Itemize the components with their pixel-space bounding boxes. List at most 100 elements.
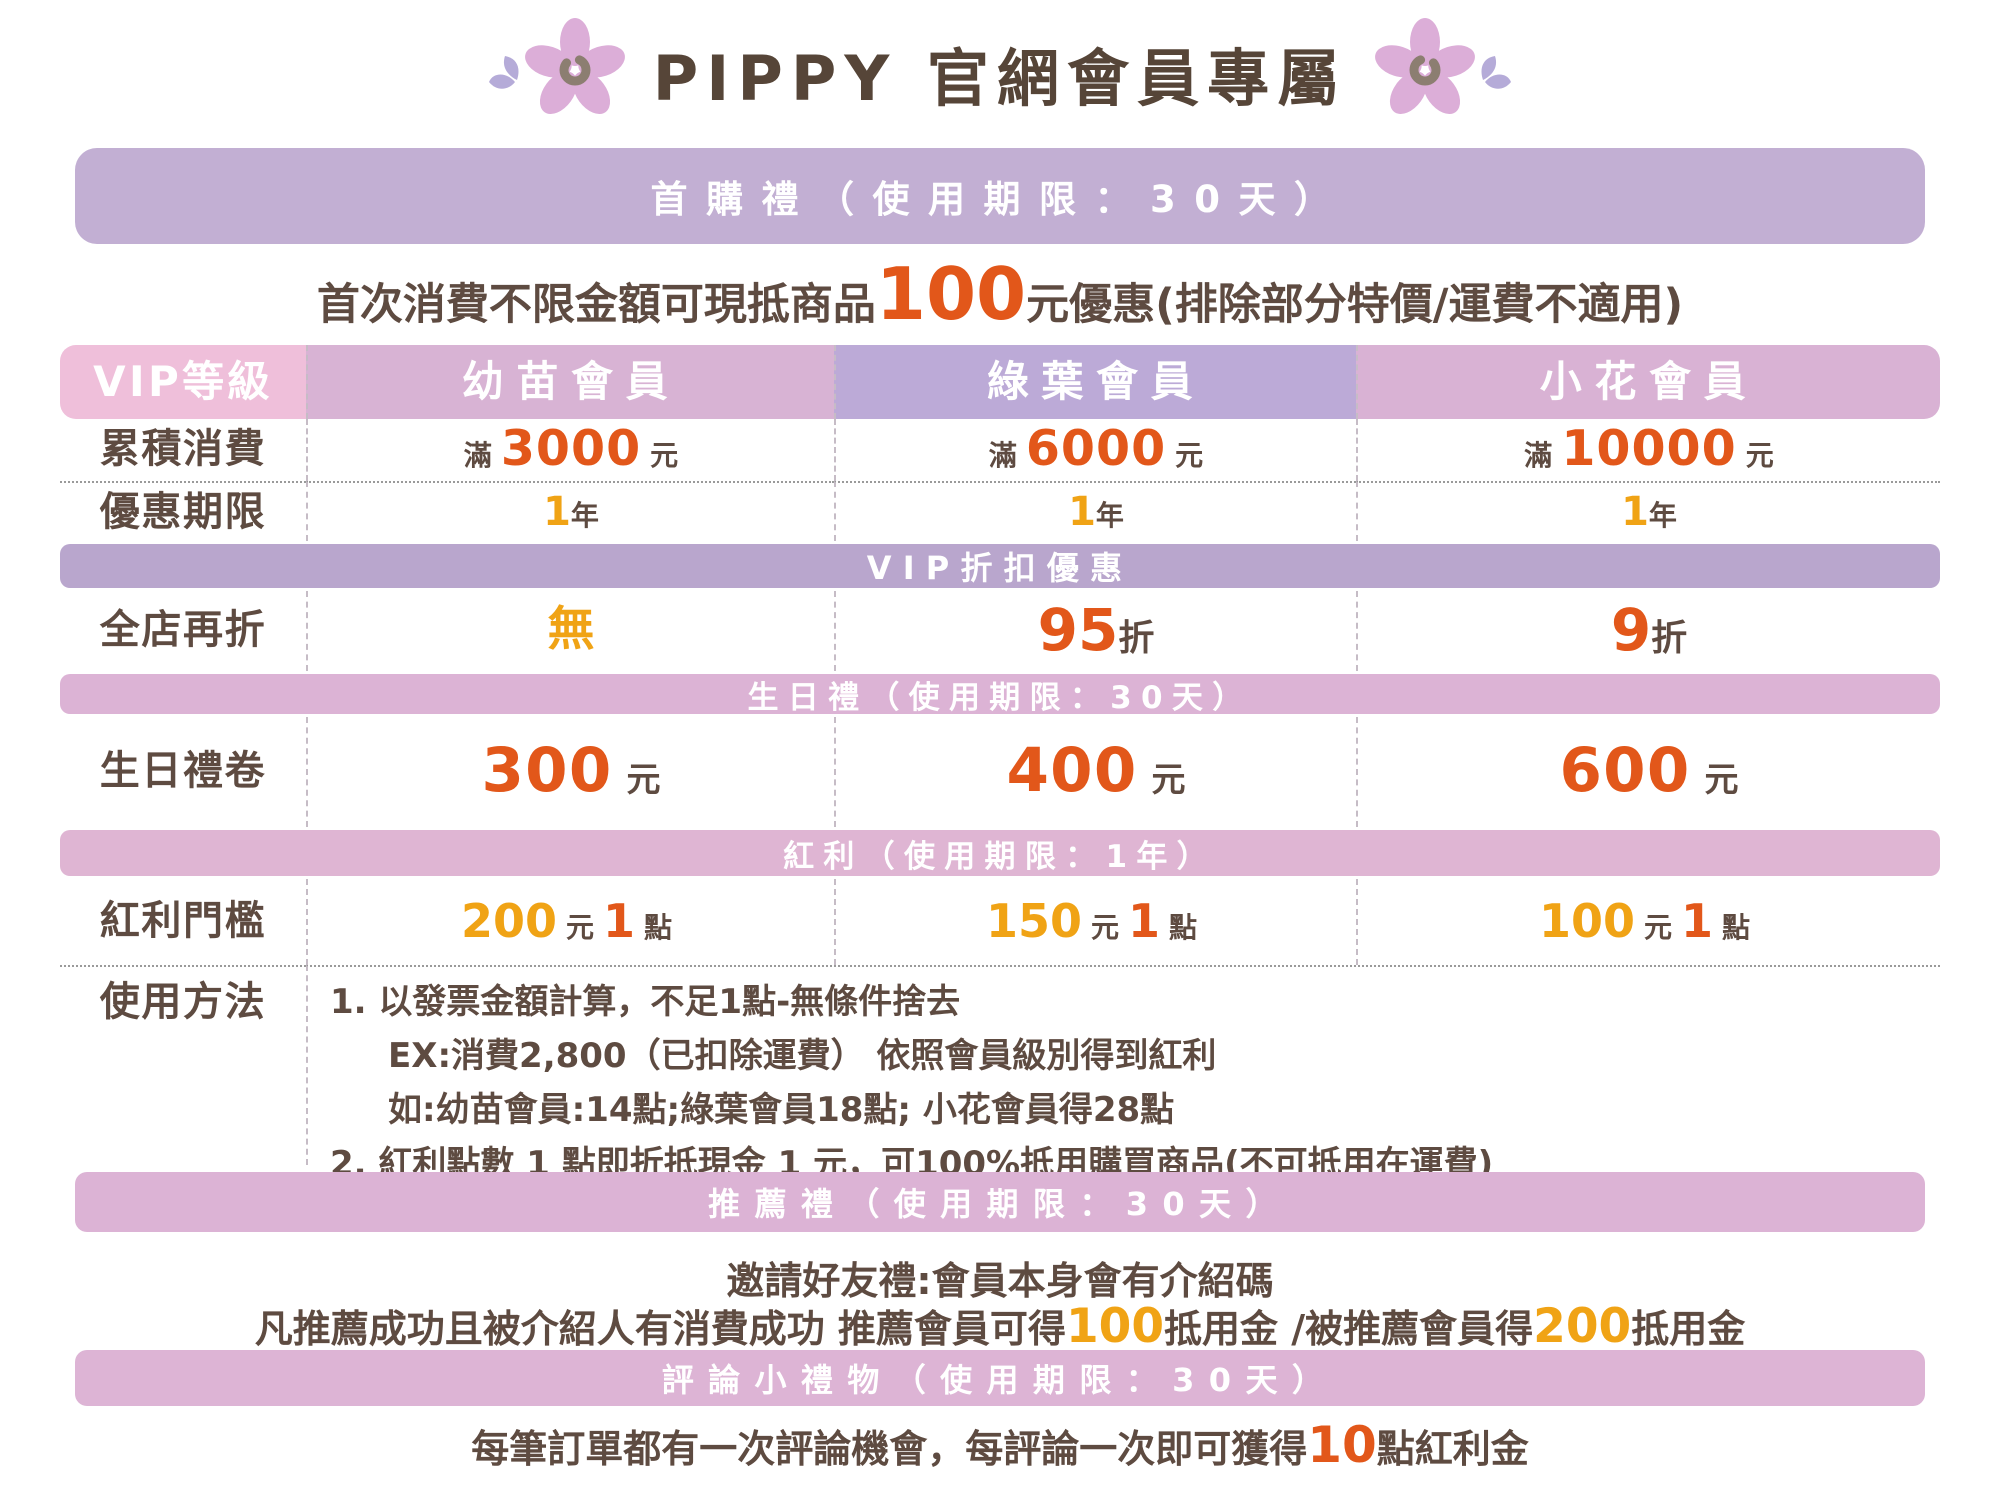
header-vip-level: VIP等級 [60, 345, 306, 419]
desc-post: 元優惠(排除部分特價/運費不適用) [1026, 280, 1684, 330]
review-gift-banner-label: 評論小禮物（使用期限：30天） [661, 1361, 1339, 1399]
accumulate-cell-seedling: 滿 3000 元 [306, 419, 834, 481]
value: 9 [1610, 596, 1652, 664]
accumulate-cell-green-leaf: 滿 6000 元 [834, 419, 1356, 481]
first-purchase-banner-label: 首購禮（使用期限：30天） [650, 178, 1350, 221]
unit: 元 [1175, 439, 1204, 472]
amount: 6000 [1025, 420, 1167, 477]
referral-detail-post: 抵用金 [1631, 1307, 1746, 1351]
value: 95 [1037, 596, 1119, 664]
title-row: PIPPY 官網會員專屬 [0, 18, 2000, 128]
birthday-gift-banner-label: 生日禮（使用期限：30天） [747, 679, 1253, 716]
row-label-usage-method: 使用方法 [60, 965, 306, 1031]
birthday-gift-banner: 生日禮（使用期限：30天） [60, 674, 1940, 716]
review-detail-text: 每筆訂單都有一次評論機會，每評論一次即可獲得10點紅利金 [0, 1416, 2000, 1474]
row-label-bonus-threshold: 紅利門檻 [99, 898, 267, 944]
flower-icon [488, 18, 625, 114]
birthday-cell-green-leaf: 400 元 [834, 717, 1356, 827]
header-little-flower-member: 小花會員 [1356, 345, 1940, 419]
unit: 年 [1095, 499, 1124, 532]
period-cell-seedling: 1年 [306, 481, 834, 541]
petals [524, 18, 625, 114]
review-amount: 10 [1307, 1416, 1377, 1474]
threshold-cell-seedling: 200 元 1 點 [306, 879, 834, 965]
bonus-banner: 紅利（使用期限：1年） [60, 830, 1940, 876]
amount: 3000 [500, 420, 642, 477]
prefix: 滿 [463, 439, 492, 472]
period-cell-green-leaf: 1年 [834, 481, 1356, 541]
points-unit: 點 [1169, 911, 1198, 944]
sprout-icon [488, 56, 519, 89]
review-detail-pre: 每筆訂單都有一次評論機會，每評論一次即可獲得 [471, 1427, 1308, 1471]
row-label-benefit-period: 優惠期限 [60, 481, 306, 541]
amount: 150 [985, 894, 1082, 948]
row-label-store-discount: 全店再折 [99, 607, 267, 653]
vip-discount-banner-label: VIP折扣優惠 [866, 549, 1134, 587]
amount-unit: 元 [1643, 911, 1672, 944]
usage-line-2: EX:消費2,800（已扣除運費） 依照會員級別得到紅利 [388, 1036, 1217, 1076]
first-purchase-banner: 首購禮（使用期限：30天） [75, 148, 1925, 244]
usage-method-content: 1. 以發票金額計算，不足1點-無條件捨去 EX:消費2,800（已扣除運費） … [306, 965, 1940, 1184]
header-green-leaf-member: 綠葉會員 [834, 345, 1356, 419]
header-seedling-member: 幼苗會員 [306, 345, 834, 419]
desc-amount: 100 [875, 252, 1027, 336]
petals [1375, 18, 1476, 114]
value: 1 [1068, 489, 1096, 535]
discount-cell-little-flower: 9折 [1356, 591, 1940, 671]
amount: 600 [1559, 735, 1691, 806]
referral-gift-banner: 推薦禮（使用期限：30天） [75, 1172, 1925, 1232]
unit: 元 [626, 760, 661, 800]
amount: 200 [460, 894, 557, 948]
referral-detail-mid: 抵用金 /被推薦會員得 [1164, 1307, 1534, 1351]
vip-discount-banner: VIP折扣優惠 [60, 544, 1940, 588]
amount-unit: 元 [565, 911, 594, 944]
sprout-icon [1481, 56, 1512, 89]
points-unit: 點 [644, 911, 673, 944]
row-label-accumulated-spending: 累積消費 [99, 426, 267, 472]
threshold-cell-little-flower: 100 元 1 點 [1356, 879, 1940, 965]
points: 1 [603, 894, 636, 948]
discount-cell-seedling: 無 [306, 591, 834, 671]
unit: 折 [1118, 618, 1155, 659]
unit: 折 [1651, 618, 1688, 659]
bonus-banner-label: 紅利（使用期限：1年） [783, 838, 1217, 875]
value: 1 [1621, 489, 1649, 535]
unit: 年 [1648, 499, 1677, 532]
points: 1 [1681, 894, 1714, 948]
amount: 300 [481, 735, 613, 806]
unit: 元 [1745, 439, 1774, 472]
referral-gift-banner-label: 推薦禮（使用期限：30天） [708, 1185, 1292, 1223]
points: 1 [1128, 894, 1161, 948]
flower-icon [1375, 18, 1512, 114]
flower-center [559, 54, 591, 86]
review-gift-banner: 評論小禮物（使用期限：30天） [75, 1350, 1925, 1406]
period-cell-little-flower: 1年 [1356, 481, 1940, 541]
points-unit: 點 [1722, 911, 1751, 944]
value: 1 [543, 489, 571, 535]
birthday-cell-little-flower: 600 元 [1356, 717, 1940, 827]
amount-unit: 元 [1090, 911, 1119, 944]
referral-detail-pre: 凡推薦成功且被介紹人有消費成功 推薦會員可得 [254, 1307, 1066, 1351]
amount: 10000 [1561, 420, 1737, 477]
unit: 元 [1704, 760, 1739, 800]
desc-pre: 首次消費不限金額可現抵商品 [316, 280, 876, 330]
referral-amount-2: 200 [1533, 1299, 1632, 1354]
prefix: 滿 [1524, 439, 1553, 472]
unit: 年 [570, 499, 599, 532]
usage-line-1: 1. 以發票金額計算，不足1點-無條件捨去 [330, 982, 961, 1022]
review-detail-post: 點紅利金 [1376, 1427, 1529, 1471]
usage-line-3: 如:幼苗會員:14點;綠葉會員18點; 小花會員得28點 [388, 1090, 1175, 1130]
referral-amount-1: 100 [1065, 1299, 1165, 1354]
unit: 元 [650, 439, 679, 472]
discount-cell-green-leaf: 95折 [834, 591, 1356, 671]
first-purchase-description: 首次消費不限金額可現抵商品100元優惠(排除部分特價/運費不適用) [0, 252, 2000, 336]
unit: 元 [1151, 760, 1186, 800]
page-title: PIPPY 官網會員專屬 [652, 42, 1348, 115]
prefix: 滿 [988, 439, 1017, 472]
birthday-cell-seedling: 300 元 [306, 717, 834, 827]
referral-intro-text: 邀請好友禮:會員本身會有介紹碼 [726, 1259, 1274, 1303]
accumulate-cell-little-flower: 滿 10000 元 [1356, 419, 1940, 481]
membership-table: VIP等級 幼苗會員 綠葉會員 小花會員 累積消費 滿 3000 元 滿 6000 元 … [60, 345, 1940, 1184]
threshold-cell-green-leaf: 150 元 1 點 [834, 879, 1356, 965]
amount: 100 [1538, 894, 1635, 948]
